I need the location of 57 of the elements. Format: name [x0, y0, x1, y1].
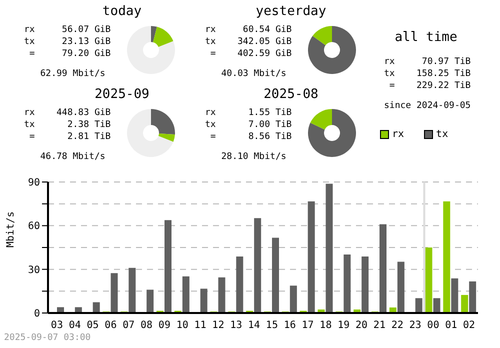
text: = 229.22 TiB — [388, 80, 471, 92]
text: tx 158.25 TiB — [384, 68, 471, 80]
chart-title: 2025-08 — [262, 87, 320, 102]
text: rx 56.07 GiB — [24, 24, 111, 36]
x-tick-label: 16 — [284, 320, 296, 332]
chart-title: 2025-09 — [94, 87, 150, 102]
text: rx 1.55 TiB — [205, 107, 292, 119]
y-tick-label: 0 — [34, 308, 40, 320]
text: rx 60.54 GiB — [205, 24, 292, 36]
y-tick-label: 90 — [28, 178, 40, 189]
text: rx 448.83 GiB — [24, 107, 111, 119]
x-tick-label: 20 — [356, 320, 368, 332]
legend-label: tx — [436, 129, 448, 140]
text: tx 342.05 GiB — [205, 36, 292, 48]
text: 46.78 Mbit/s — [39, 151, 106, 163]
x-tick-label: 14 — [248, 320, 260, 332]
y-tick-label: 30 — [28, 264, 40, 276]
x-tick-label: 02 — [463, 320, 476, 332]
text: = 2.81 TiB — [28, 131, 111, 143]
x-tick-label: 15 — [266, 320, 278, 332]
chart-title: yesterday — [254, 4, 328, 19]
text: = 402.59 GiB — [209, 48, 292, 60]
text: since 2024-09-05 — [384, 100, 471, 112]
y-axis-title: Mbit/s — [6, 211, 17, 248]
text: = 79.20 GiB — [28, 48, 111, 60]
x-tick-label: 13 — [230, 320, 242, 332]
x-tick-label: 09 — [158, 320, 170, 332]
text: 2025-09-07 03:00 — [4, 333, 91, 343]
text: all time — [394, 30, 458, 45]
text: = 8.56 TiB — [209, 131, 292, 143]
x-tick-label: 18 — [320, 320, 332, 332]
text: 28.10 Mbit/s — [220, 151, 288, 163]
text: tx 7.00 TiB — [205, 119, 292, 131]
x-tick-label: 08 — [140, 320, 153, 332]
x-tick-label: 12 — [212, 320, 224, 332]
x-tick-label: 07 — [122, 320, 135, 332]
text: tx 2.38 TiB — [24, 119, 111, 131]
x-tick-label: 11 — [194, 320, 206, 332]
text: 62.99 Mbit/s — [39, 68, 106, 80]
x-tick-label: 17 — [302, 320, 314, 332]
y-tick-label: 60 — [28, 221, 40, 232]
text: 40.03 Mbit/s — [220, 68, 288, 80]
x-tick-label: 22 — [391, 320, 404, 332]
chart-title: today — [101, 4, 143, 19]
x-tick-label: 06 — [104, 320, 117, 332]
x-tick-label: 19 — [338, 320, 350, 332]
x-tick-label: 10 — [176, 320, 188, 332]
x-tick-label: 21 — [373, 320, 386, 332]
x-tick-label: 01 — [445, 320, 458, 332]
legend-label: rx — [392, 129, 404, 140]
x-tick-label: 05 — [86, 320, 99, 332]
text: rx 70.97 TiB — [384, 56, 471, 68]
x-tick-label: 03 — [50, 320, 63, 332]
x-tick-label: 23 — [409, 320, 422, 332]
x-tick-label: 00 — [427, 320, 440, 332]
x-tick-label: 04 — [68, 320, 81, 332]
text: tx 23.13 GiB — [24, 36, 111, 48]
